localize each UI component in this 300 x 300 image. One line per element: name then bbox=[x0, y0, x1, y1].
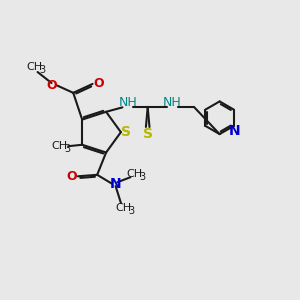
Text: 3: 3 bbox=[128, 206, 134, 216]
Text: S: S bbox=[143, 127, 153, 141]
Text: S: S bbox=[121, 125, 131, 139]
Text: O: O bbox=[46, 79, 57, 92]
Text: CH: CH bbox=[52, 141, 68, 151]
Text: CH: CH bbox=[116, 203, 132, 213]
Text: 3: 3 bbox=[64, 144, 70, 154]
Text: NH: NH bbox=[118, 95, 137, 109]
Text: NH: NH bbox=[163, 95, 182, 109]
Text: O: O bbox=[67, 170, 77, 183]
Text: CH: CH bbox=[26, 62, 43, 72]
Text: 3: 3 bbox=[139, 172, 146, 182]
Text: N: N bbox=[110, 177, 122, 191]
Text: N: N bbox=[229, 124, 240, 138]
Text: O: O bbox=[93, 77, 104, 90]
Text: 3: 3 bbox=[39, 65, 45, 75]
Text: CH: CH bbox=[127, 169, 143, 178]
